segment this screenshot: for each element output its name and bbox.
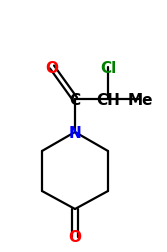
Text: N: N bbox=[69, 125, 81, 140]
Text: C: C bbox=[69, 92, 80, 107]
Text: Cl: Cl bbox=[100, 60, 116, 75]
Text: Me: Me bbox=[127, 92, 153, 107]
Text: CH: CH bbox=[96, 92, 120, 107]
Text: O: O bbox=[45, 60, 58, 75]
Text: O: O bbox=[68, 230, 81, 244]
